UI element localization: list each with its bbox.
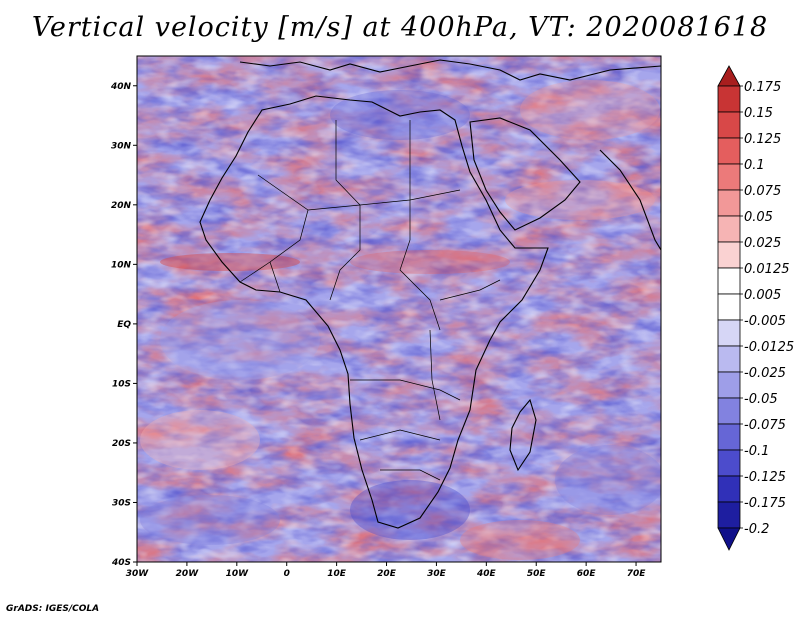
- colorbar-max-triangle: [717, 65, 741, 87]
- colorbar-swatch: [717, 423, 741, 451]
- lon-tick-label: 10E: [327, 569, 347, 579]
- colorbar-level-label: -0.05: [744, 392, 778, 407]
- colorbar-level-label: 0.025: [744, 236, 781, 251]
- colorbar-swatch: [717, 267, 741, 295]
- colorbar-swatch: [717, 501, 741, 529]
- africa-coastline: [199, 95, 549, 529]
- country-borders: [239, 120, 501, 481]
- colorbar: 0.175 0.15 0.125 0.1 0.075 0.05 0.025 0.0125 0.0…: [717, 65, 794, 551]
- colorbar-level-label: -0.1: [744, 444, 769, 459]
- lat-tick-label: 40N: [110, 82, 132, 92]
- lat-tick-label: 40S: [111, 558, 131, 568]
- lat-tick-label: 30N: [111, 141, 132, 151]
- colorbar-level-label: -0.005: [744, 314, 786, 329]
- lon-tick-label: 60E: [577, 569, 597, 579]
- lat-tick-label: 10S: [112, 379, 131, 389]
- colorbar-swatch: [717, 475, 741, 503]
- colorbar-swatch: [717, 293, 741, 321]
- europe-coastline: [239, 59, 661, 81]
- latitude-axis: 40N 30N 20N 10N EQ 10S 20S 30S 40S: [110, 82, 137, 568]
- colorbar-swatch: [717, 241, 741, 269]
- colorbar-level-label: 0.125: [744, 132, 781, 147]
- colorbar-level-label: -0.2: [744, 522, 769, 537]
- map-frame: [136, 55, 662, 563]
- arabia-coastline: [469, 117, 581, 231]
- lon-tick-label: 0: [284, 569, 290, 579]
- lon-tick-label: 30E: [427, 569, 447, 579]
- longitude-axis: 30W 20W 10W 0 10E 20E 30E 40E 50E 60E 70E: [126, 562, 646, 579]
- colorbar-level-label: 0.1: [744, 158, 765, 173]
- lon-tick-label: 40E: [476, 569, 497, 579]
- lat-tick-label: 30S: [112, 498, 131, 508]
- lat-tick-label: 10N: [111, 260, 132, 270]
- colorbar-level-label: -0.025: [744, 366, 786, 381]
- vertical-velocity-field: [137, 56, 661, 562]
- colorbar-level-label: 0.175: [744, 80, 781, 95]
- lat-tick-label: 20S: [112, 439, 131, 449]
- grads-credit: GrADS: IGES/COLA: [6, 604, 100, 614]
- colorbar-swatch: [717, 449, 741, 477]
- lat-tick-label: 20N: [111, 201, 132, 211]
- lon-tick-label: 10W: [226, 569, 250, 579]
- colorbar-swatch: [717, 163, 741, 191]
- colorbar-swatch: [717, 215, 741, 243]
- colorbar-swatch: [717, 189, 741, 217]
- colorbar-level-label: -0.075: [744, 418, 786, 433]
- colorbar-level-label: 0.15: [744, 106, 773, 121]
- india-coastline: [599, 149, 661, 251]
- madagascar-coastline: [509, 398, 537, 472]
- lat-tick-label: EQ: [117, 320, 131, 330]
- colorbar-level-label: 0.005: [744, 288, 781, 303]
- colorbar-level-label: -0.175: [744, 496, 786, 511]
- colorbar-level-label: 0.05: [744, 210, 773, 225]
- colorbar-swatch: [717, 371, 741, 399]
- lon-tick-label: 20E: [377, 569, 397, 579]
- colorbar-swatch: [717, 137, 741, 165]
- lon-tick-label: 20W: [176, 569, 200, 579]
- colorbar-swatch: [717, 319, 741, 347]
- colorbar-level-label: -0.125: [744, 470, 786, 485]
- colorbar-level-label: -0.0125: [744, 340, 794, 355]
- lon-tick-label: 50E: [527, 569, 547, 579]
- lon-tick-label: 30W: [126, 569, 150, 579]
- colorbar-level-label: 0.0125: [744, 262, 790, 277]
- colorbar-swatch: [717, 111, 741, 139]
- map-title: Vertical velocity [m/s] at 400hPa, VT: 2…: [31, 12, 769, 43]
- lon-tick-label: 70E: [627, 569, 647, 579]
- colorbar-swatch: [717, 397, 741, 425]
- colorbar-level-label: 0.075: [744, 184, 781, 199]
- colorbar-min-triangle: [717, 527, 741, 551]
- coastlines: [199, 59, 661, 529]
- colorbar-swatch: [717, 85, 741, 113]
- colorbar-swatch: [717, 345, 741, 373]
